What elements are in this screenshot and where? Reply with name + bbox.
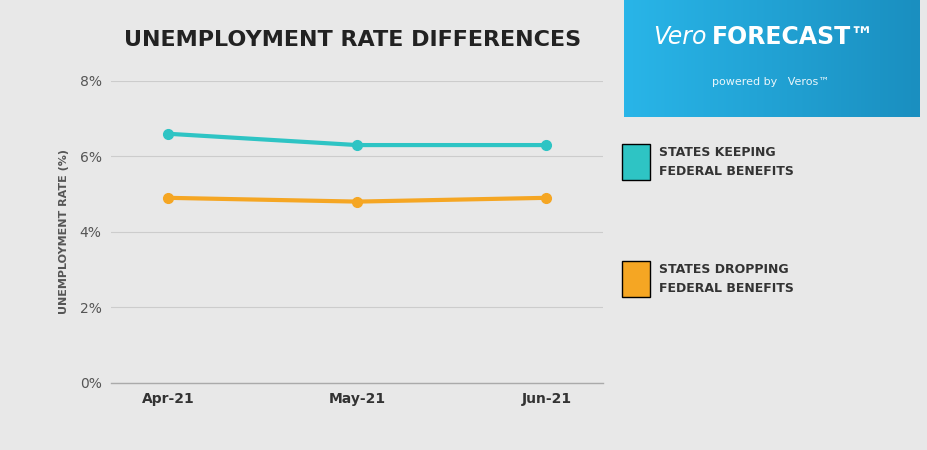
Text: Vero: Vero: [652, 26, 705, 50]
Text: powered by   Veros™: powered by Veros™: [712, 77, 829, 87]
Text: FORECAST™: FORECAST™: [711, 26, 874, 50]
Text: UNEMPLOYMENT RATE DIFFERENCES: UNEMPLOYMENT RATE DIFFERENCES: [124, 31, 580, 50]
Y-axis label: UNEMPLOYMENT RATE (%): UNEMPLOYMENT RATE (%): [58, 149, 69, 314]
Text: STATES KEEPING
FEDERAL BENEFITS: STATES KEEPING FEDERAL BENEFITS: [658, 146, 793, 178]
Text: STATES DROPPING
FEDERAL BENEFITS: STATES DROPPING FEDERAL BENEFITS: [658, 263, 793, 295]
